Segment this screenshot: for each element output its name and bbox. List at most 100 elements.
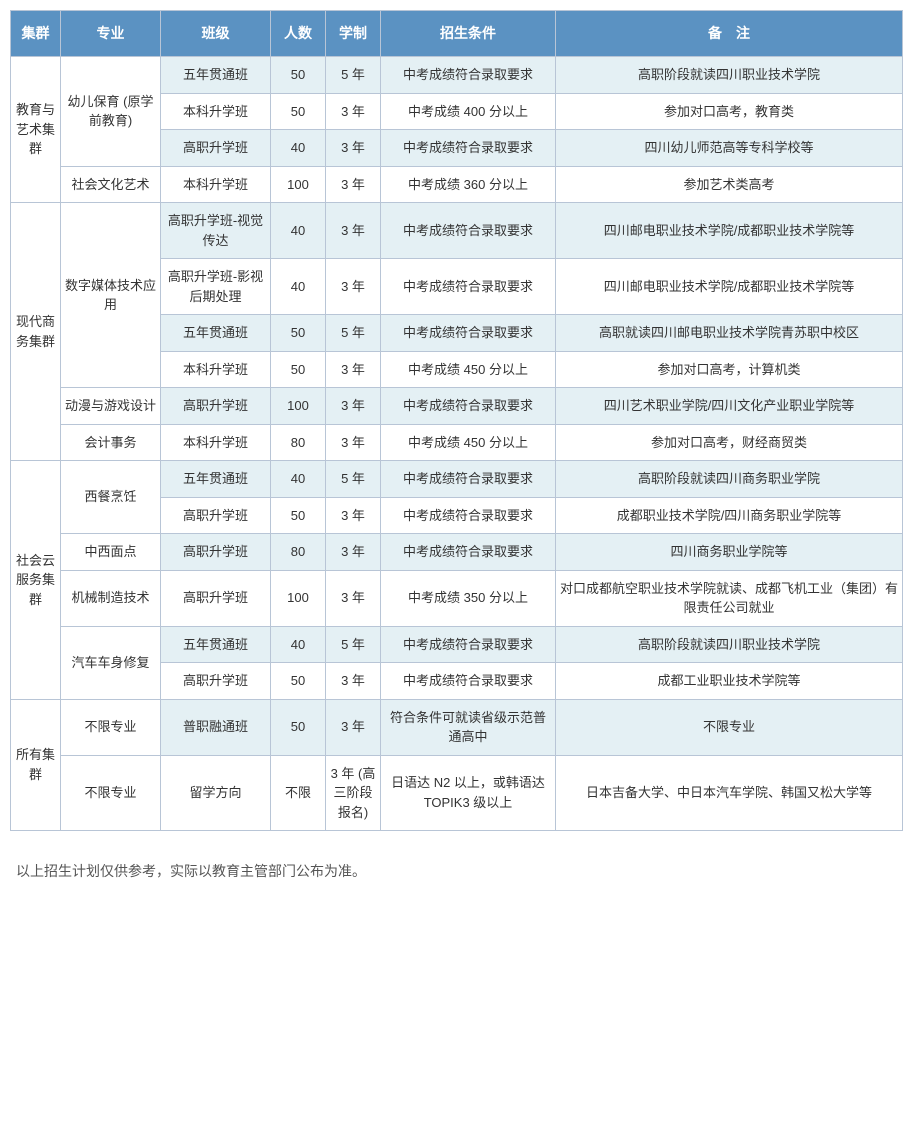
cell-condition: 中考成绩 360 分以上 [381, 166, 556, 203]
header-duration: 学制 [326, 11, 381, 57]
table-row: 汽车车身修复五年贯通班405 年中考成绩符合录取要求高职阶段就读四川职业技术学院 [11, 626, 903, 663]
cell-major: 动漫与游戏设计 [61, 388, 161, 425]
cell-condition: 中考成绩符合录取要求 [381, 203, 556, 259]
cell-class: 本科升学班 [161, 93, 271, 130]
cell-remark: 成都工业职业技术学院等 [556, 663, 903, 700]
cell-condition: 中考成绩 450 分以上 [381, 351, 556, 388]
header-class: 班级 [161, 11, 271, 57]
cell-duration: 3 年 [326, 663, 381, 700]
cell-cluster: 现代商务集群 [11, 203, 61, 461]
table-row: 会计事务本科升学班803 年中考成绩 450 分以上参加对口高考，财经商贸类 [11, 424, 903, 461]
cell-condition: 日语达 N2 以上，或韩语达TOPIK3 级以上 [381, 755, 556, 831]
cell-condition: 中考成绩符合录取要求 [381, 388, 556, 425]
cell-condition: 中考成绩符合录取要求 [381, 461, 556, 498]
footnote-text: 以上招生计划仅供参考，实际以教育主管部门公布为准。 [10, 861, 903, 881]
cell-count: 50 [271, 57, 326, 94]
cell-class: 高职升学班-视觉传达 [161, 203, 271, 259]
cell-remark: 高职阶段就读四川职业技术学院 [556, 57, 903, 94]
cell-class: 高职升学班 [161, 663, 271, 700]
cell-count: 40 [271, 130, 326, 167]
cell-condition: 中考成绩符合录取要求 [381, 497, 556, 534]
cell-duration: 5 年 [326, 626, 381, 663]
cell-remark: 四川幼儿师范高等专科学校等 [556, 130, 903, 167]
cell-count: 50 [271, 315, 326, 352]
cell-duration: 3 年 [326, 351, 381, 388]
table-row: 中西面点高职升学班803 年中考成绩符合录取要求四川商务职业学院等 [11, 534, 903, 571]
cell-remark: 不限专业 [556, 699, 903, 755]
cell-remark: 高职就读四川邮电职业技术学院青苏职中校区 [556, 315, 903, 352]
cell-condition: 中考成绩符合录取要求 [381, 130, 556, 167]
cell-count: 80 [271, 424, 326, 461]
cell-condition: 中考成绩符合录取要求 [381, 315, 556, 352]
table-row: 社会云服务集群西餐烹饪五年贯通班405 年中考成绩符合录取要求高职阶段就读四川商… [11, 461, 903, 498]
cell-condition: 中考成绩符合录取要求 [381, 57, 556, 94]
cell-condition: 中考成绩符合录取要求 [381, 534, 556, 571]
table-header: 集群 专业 班级 人数 学制 招生条件 备 注 [11, 11, 903, 57]
cell-class: 高职升学班 [161, 388, 271, 425]
cell-cluster: 教育与艺术集群 [11, 57, 61, 203]
cell-class: 本科升学班 [161, 166, 271, 203]
cell-duration: 5 年 [326, 57, 381, 94]
cell-major: 幼儿保育 (原学前教育) [61, 57, 161, 167]
cell-class: 高职升学班 [161, 534, 271, 571]
cell-major: 汽车车身修复 [61, 626, 161, 699]
cell-duration: 3 年 [326, 93, 381, 130]
cell-count: 40 [271, 203, 326, 259]
cell-remark: 四川商务职业学院等 [556, 534, 903, 571]
cell-count: 50 [271, 351, 326, 388]
table-row: 机械制造技术高职升学班1003 年中考成绩 350 分以上对口成都航空职业技术学… [11, 570, 903, 626]
cell-count: 50 [271, 93, 326, 130]
cell-duration: 3 年 [326, 388, 381, 425]
cell-condition: 中考成绩符合录取要求 [381, 663, 556, 700]
enrollment-table: 集群 专业 班级 人数 学制 招生条件 备 注 教育与艺术集群幼儿保育 (原学前… [10, 10, 903, 831]
cell-count: 40 [271, 461, 326, 498]
cell-remark: 参加艺术类高考 [556, 166, 903, 203]
table-row: 现代商务集群数字媒体技术应用高职升学班-视觉传达403 年中考成绩符合录取要求四… [11, 203, 903, 259]
cell-count: 50 [271, 699, 326, 755]
cell-remark: 日本吉备大学、中日本汽车学院、韩国又松大学等 [556, 755, 903, 831]
cell-count: 50 [271, 497, 326, 534]
cell-class: 五年贯通班 [161, 626, 271, 663]
cell-remark: 成都职业技术学院/四川商务职业学院等 [556, 497, 903, 534]
cell-duration: 3 年 [326, 203, 381, 259]
cell-duration: 3 年 [326, 497, 381, 534]
cell-major: 不限专业 [61, 755, 161, 831]
cell-count: 不限 [271, 755, 326, 831]
cell-duration: 3 年 [326, 699, 381, 755]
table-row: 动漫与游戏设计高职升学班1003 年中考成绩符合录取要求四川艺术职业学院/四川文… [11, 388, 903, 425]
cell-remark: 四川邮电职业技术学院/成都职业技术学院等 [556, 259, 903, 315]
table-row: 所有集群不限专业普职融通班503 年符合条件可就读省级示范普通高中不限专业 [11, 699, 903, 755]
cell-remark: 参加对口高考，财经商贸类 [556, 424, 903, 461]
cell-duration: 3 年 [326, 534, 381, 571]
table-row: 教育与艺术集群幼儿保育 (原学前教育)五年贯通班505 年中考成绩符合录取要求高… [11, 57, 903, 94]
header-remark: 备 注 [556, 11, 903, 57]
cell-duration: 5 年 [326, 461, 381, 498]
cell-count: 100 [271, 388, 326, 425]
cell-count: 40 [271, 259, 326, 315]
header-major: 专业 [61, 11, 161, 57]
cell-condition: 中考成绩符合录取要求 [381, 626, 556, 663]
cell-condition: 中考成绩 450 分以上 [381, 424, 556, 461]
cell-major: 机械制造技术 [61, 570, 161, 626]
cell-remark: 参加对口高考，教育类 [556, 93, 903, 130]
cell-duration: 3 年 [326, 259, 381, 315]
table-row: 不限专业留学方向不限3 年 (高三阶段报名)日语达 N2 以上，或韩语达TOPI… [11, 755, 903, 831]
cell-major: 社会文化艺术 [61, 166, 161, 203]
cell-remark: 高职阶段就读四川商务职业学院 [556, 461, 903, 498]
table-body: 教育与艺术集群幼儿保育 (原学前教育)五年贯通班505 年中考成绩符合录取要求高… [11, 57, 903, 831]
cell-class: 留学方向 [161, 755, 271, 831]
cell-class: 五年贯通班 [161, 57, 271, 94]
cell-condition: 中考成绩符合录取要求 [381, 259, 556, 315]
cell-remark: 四川邮电职业技术学院/成都职业技术学院等 [556, 203, 903, 259]
cell-remark: 高职阶段就读四川职业技术学院 [556, 626, 903, 663]
cell-class: 本科升学班 [161, 351, 271, 388]
cell-cluster: 所有集群 [11, 699, 61, 831]
header-count: 人数 [271, 11, 326, 57]
cell-class: 高职升学班-影视后期处理 [161, 259, 271, 315]
cell-class: 高职升学班 [161, 497, 271, 534]
cell-major: 数字媒体技术应用 [61, 203, 161, 388]
cell-duration: 3 年 [326, 424, 381, 461]
cell-remark: 参加对口高考，计算机类 [556, 351, 903, 388]
cell-major: 不限专业 [61, 699, 161, 755]
cell-class: 五年贯通班 [161, 461, 271, 498]
